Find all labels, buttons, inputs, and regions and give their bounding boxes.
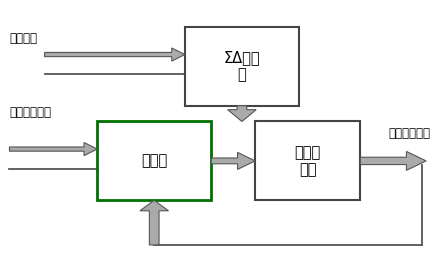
Polygon shape xyxy=(44,48,185,61)
Text: 压控振
荡器: 压控振 荡器 xyxy=(295,145,321,177)
Text: 基带信号: 基带信号 xyxy=(10,32,37,45)
Text: 锁相环: 锁相环 xyxy=(141,153,167,168)
Polygon shape xyxy=(140,200,169,245)
Text: 参考时钟信号: 参考时钟信号 xyxy=(10,106,51,119)
Bar xyxy=(97,121,211,200)
Polygon shape xyxy=(10,143,97,156)
Text: ΣΔ调制
器: ΣΔ调制 器 xyxy=(224,50,260,83)
Polygon shape xyxy=(227,106,256,121)
Bar xyxy=(185,27,299,106)
Polygon shape xyxy=(360,152,426,170)
Polygon shape xyxy=(211,152,255,169)
Bar xyxy=(255,121,360,200)
Text: 射频调制信号: 射频调制信号 xyxy=(389,127,430,140)
